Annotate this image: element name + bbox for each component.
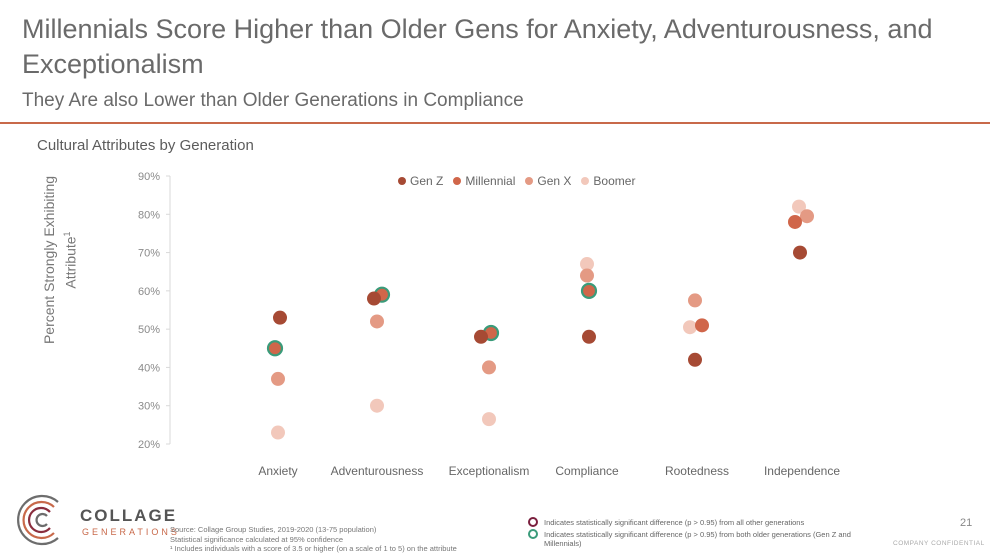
data-point-millennial xyxy=(580,282,598,299)
y-tick-label: 30% xyxy=(138,401,160,413)
x-tick-label: Rootedness xyxy=(665,464,729,478)
data-point-millennial xyxy=(788,214,802,229)
x-tick-label: Adventurousness xyxy=(331,464,424,478)
x-tick-label: Compliance xyxy=(555,464,619,478)
legend-item: Boomer xyxy=(581,174,635,188)
x-tick-label: Independence xyxy=(764,464,840,478)
significance-legend-maroon: Indicates statistically significant diff… xyxy=(528,517,868,527)
data-point-boomer xyxy=(683,320,697,335)
page-subtitle: They Are also Lower than Older Generatio… xyxy=(22,90,524,111)
y-tick-label: 40% xyxy=(138,362,160,374)
data-point-gen-x xyxy=(271,371,285,386)
source-note: Source: Collage Group Studies, 2019-2020… xyxy=(170,525,377,534)
legend-item: Gen Z xyxy=(398,174,443,188)
data-point-boomer xyxy=(482,412,496,427)
data-point-gen-z xyxy=(367,291,381,306)
legend-label: Boomer xyxy=(593,174,636,188)
collage-logo: COLLAGE GENERATIONS xyxy=(14,490,177,550)
legend-dot xyxy=(453,177,462,185)
y-tick-label: 80% xyxy=(138,209,160,221)
y-tick-label: 70% xyxy=(138,248,160,260)
legend-item: Gen X xyxy=(525,174,571,188)
data-point-gen-z xyxy=(273,310,287,325)
data-point-gen-z xyxy=(474,329,488,344)
data-point-gen-x xyxy=(482,360,496,375)
legend-dot xyxy=(581,177,590,185)
footnote-1: ¹ Includes individuals with a score of 3… xyxy=(170,544,457,553)
y-tick-label: 50% xyxy=(138,324,160,336)
data-point-millennial xyxy=(695,318,709,333)
y-tick-label: 60% xyxy=(138,286,160,298)
data-point-gen-x xyxy=(800,209,814,224)
significance-note: Statistical significance calculated at 9… xyxy=(170,534,344,544)
data-point-gen-x xyxy=(580,268,594,283)
data-point-boomer xyxy=(792,199,806,214)
y-tick-label: 20% xyxy=(138,439,160,451)
data-point-gen-x xyxy=(370,314,384,329)
confidential-label: COMPANY CONFIDENTIAL xyxy=(893,540,985,547)
page-title: Millennials Score Higher than Older Gens… xyxy=(22,14,933,79)
legend-item: Millennial xyxy=(453,174,515,188)
data-point-millennial xyxy=(266,340,284,357)
data-point-gen-x xyxy=(688,293,702,308)
legend-dot xyxy=(525,177,534,185)
logo-wordmark: COLLAGE xyxy=(80,506,178,525)
legend-dot xyxy=(398,177,406,185)
significance-legend-green: Indicates statistically significant diff… xyxy=(528,529,868,548)
green-ring-label: Indicates statistically significant diff… xyxy=(544,530,851,548)
maroon-ring-label: Indicates statistically significant diff… xyxy=(544,518,805,527)
legend-label: Millennial xyxy=(465,174,516,188)
data-point-gen-z xyxy=(582,329,596,344)
header-divider xyxy=(0,122,990,124)
page-number: 21 xyxy=(960,517,973,529)
chart-title: Cultural Attributes by Generation xyxy=(37,137,254,154)
chart-legend: Gen Z Millennial Gen X Boomer xyxy=(398,174,635,188)
footnotes: Source: Collage Group Studies, 2019-2020… xyxy=(170,525,457,554)
collage-logo-icon xyxy=(17,494,59,546)
legend-label: Gen X xyxy=(537,174,572,188)
green-ring-icon xyxy=(528,529,538,539)
maroon-ring-icon xyxy=(528,517,538,527)
logo-tagline: GENERATIONS xyxy=(82,527,180,537)
data-point-gen-z xyxy=(688,352,702,367)
significance-legend: Indicates statistically significant diff… xyxy=(528,517,868,551)
data-point-gen-z xyxy=(793,245,807,260)
legend-label: Gen Z xyxy=(410,174,444,188)
x-tick-label: Anxiety xyxy=(258,464,297,478)
data-point-boomer xyxy=(580,257,594,272)
x-tick-label: Exceptionalism xyxy=(449,464,530,478)
data-point-boomer xyxy=(370,398,384,413)
scatter-chart: 20% 30% 40% 50% 60% 70% 80% 90% Anxiety Adventuro… xyxy=(138,171,840,478)
y-tick-label: 90% xyxy=(138,171,160,183)
data-point-boomer xyxy=(271,425,285,440)
